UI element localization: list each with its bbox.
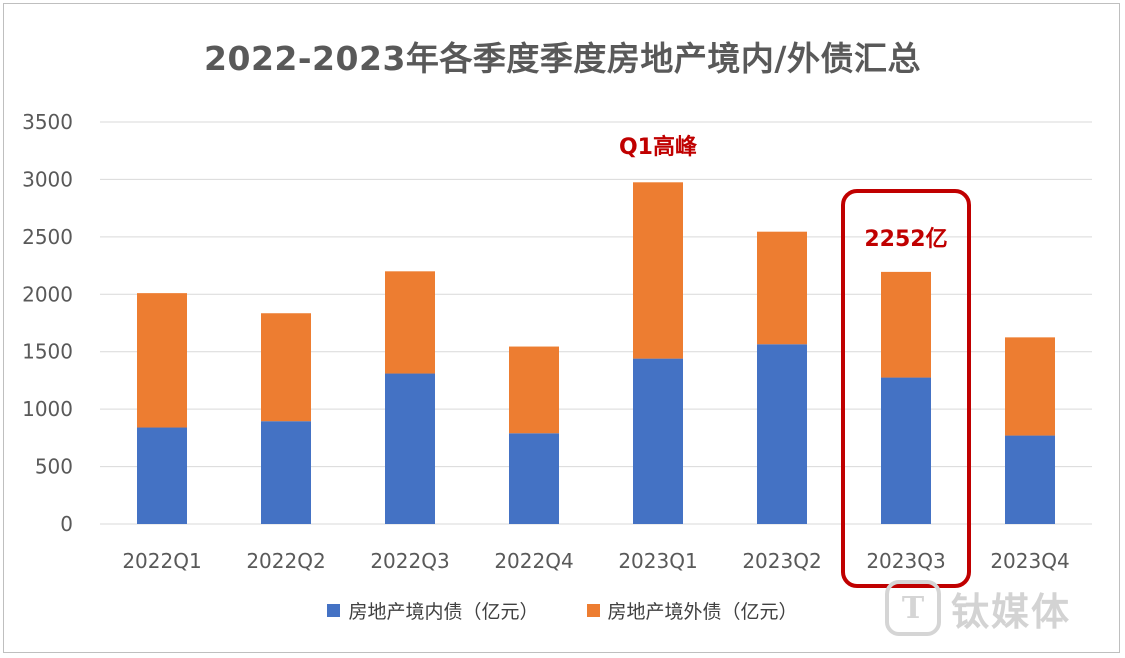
bar-foreign-debt — [137, 293, 187, 428]
x-tick-label: 2023Q4 — [990, 549, 1069, 573]
y-tick-label: 3500 — [22, 110, 73, 134]
legend-item-domestic-debt: 房地产境内债（亿元） — [327, 597, 539, 624]
x-tick-label: 2022Q4 — [494, 549, 573, 573]
x-tick-label: 2022Q2 — [246, 549, 325, 573]
x-tick-label: 2023Q2 — [742, 549, 821, 573]
bar-domestic-debt — [633, 358, 683, 524]
y-tick-label: 2000 — [22, 282, 73, 306]
y-tick-label: 500 — [35, 455, 73, 479]
bar-domestic-debt — [137, 427, 187, 524]
bar-domestic-debt — [1005, 435, 1055, 524]
x-tick-label: 2022Q3 — [370, 549, 449, 573]
chart-title: 2022-2023年各季度季度房地产境内/外债汇总 — [204, 39, 921, 78]
bar-domestic-debt — [509, 433, 559, 524]
x-tick-label: 2023Q3 — [866, 549, 945, 573]
legend-swatch-domestic — [327, 604, 341, 617]
bar-foreign-debt — [757, 231, 807, 345]
bar-foreign-debt — [881, 271, 931, 378]
x-tick-label: 2023Q1 — [618, 549, 697, 573]
bar-domestic-debt — [881, 377, 931, 524]
watermark-text: 钛媒体 — [951, 589, 1072, 634]
legend-swatch-foreign — [586, 604, 600, 617]
y-tick-label: 3000 — [22, 167, 73, 191]
watermark-logo-icon: T — [885, 580, 941, 636]
legend-label-domestic: 房地产境内债（亿元） — [348, 601, 539, 623]
bar-domestic-debt — [757, 344, 807, 524]
bar-foreign-debt — [509, 346, 559, 434]
bar-domestic-debt — [261, 421, 311, 524]
watermark: T 钛媒体 — [885, 580, 1071, 636]
bar-foreign-debt — [633, 182, 683, 359]
bar-domestic-debt — [385, 373, 435, 524]
bar-foreign-debt — [1005, 337, 1055, 436]
y-tick-label: 1500 — [22, 340, 73, 364]
highlight-annotation: 2252亿 — [864, 227, 947, 252]
legend-label-foreign: 房地产境外债（亿元） — [607, 601, 798, 623]
y-tick-label: 1000 — [22, 397, 73, 421]
bar-foreign-debt — [261, 313, 311, 422]
legend-item-foreign-debt: 房地产境外债（亿元） — [586, 597, 798, 624]
y-tick-label: 0 — [60, 512, 73, 536]
chart-frame — [3, 3, 1120, 653]
y-tick-label: 2500 — [22, 225, 73, 249]
x-tick-label: 2022Q1 — [122, 549, 201, 573]
highlight-box — [841, 189, 971, 588]
chart-legend: 房地产境内债（亿元） 房地产境外债（亿元） — [0, 597, 1125, 624]
peak-annotation: Q1高峰 — [619, 134, 698, 160]
bar-foreign-debt — [385, 271, 435, 374]
